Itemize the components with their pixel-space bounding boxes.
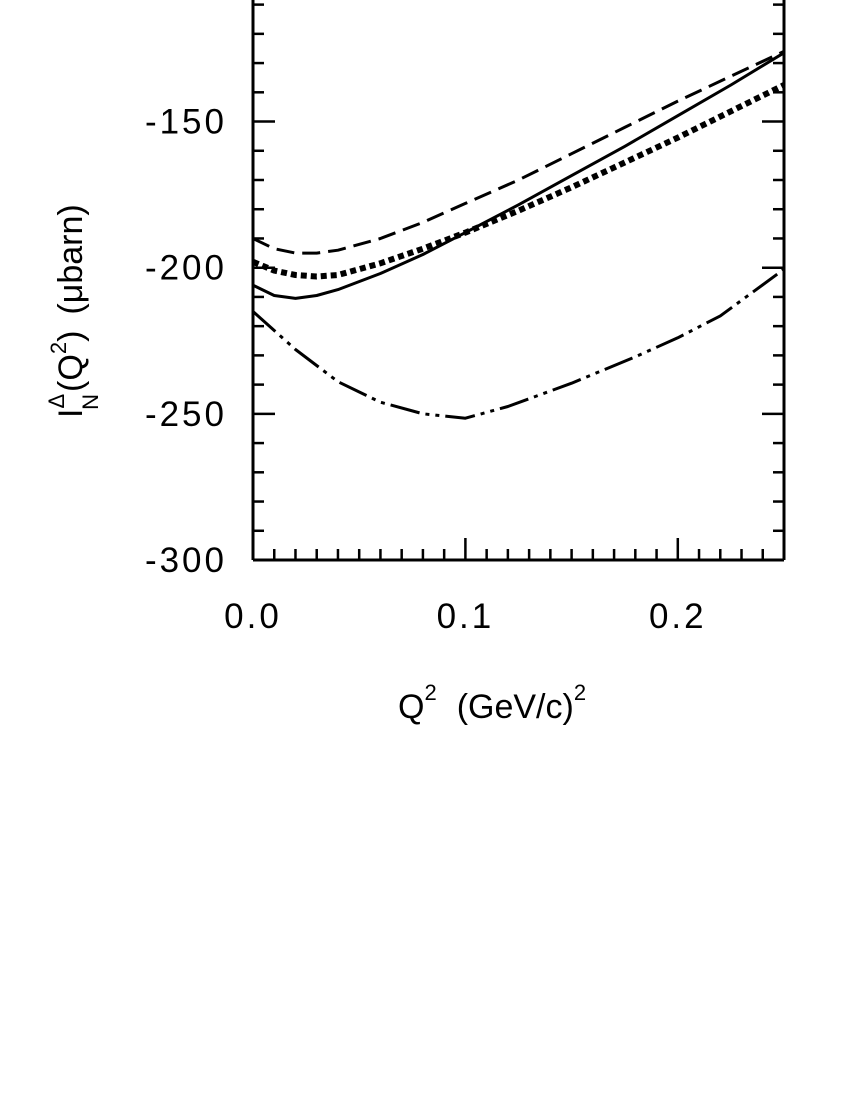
x-axis-title-unit: (GeV/c) (457, 688, 574, 726)
y-axis-title: IΔ N (Q2) (μbarn) (44, 204, 103, 418)
plot-series-group (251, 50, 786, 420)
y-axis-title-arg-close: ) (52, 331, 90, 342)
x-tick-label: 0.0 (224, 597, 282, 636)
y-axis-title-arg-open: (Q (52, 354, 90, 392)
y-axis-title-base: I (52, 409, 90, 418)
x-axis-title: Q2 (GeV/c)2 (398, 680, 586, 726)
y-axis-title-arg-sup: 2 (46, 342, 71, 354)
y-tick-label: -250 (145, 395, 227, 434)
series-line-dotted (251, 82, 786, 280)
series-line-solid (252, 51, 785, 300)
x-tick-label: 0.2 (649, 597, 707, 636)
series-line-dashed (252, 50, 785, 255)
tick-labels-group: -150 -200 -250 -300 0.0 0.1 0.2 (145, 103, 707, 636)
y-axis-title-sub: N (78, 394, 103, 410)
axes-group (251, 0, 786, 562)
x-tick-label: 0.1 (437, 597, 495, 636)
y-axis-title-sup: Δ (44, 394, 69, 409)
y-axis-title-unit: (μbarn) (52, 204, 90, 314)
y-tick-label: -300 (145, 541, 227, 580)
y-tick-label: -150 (145, 103, 227, 142)
y-tick-label: -200 (145, 249, 227, 288)
x-axis-title-sup: 2 (424, 680, 436, 705)
x-axis-title-base: Q (398, 688, 424, 726)
x-axis-title-unit-sup: 2 (574, 680, 586, 705)
